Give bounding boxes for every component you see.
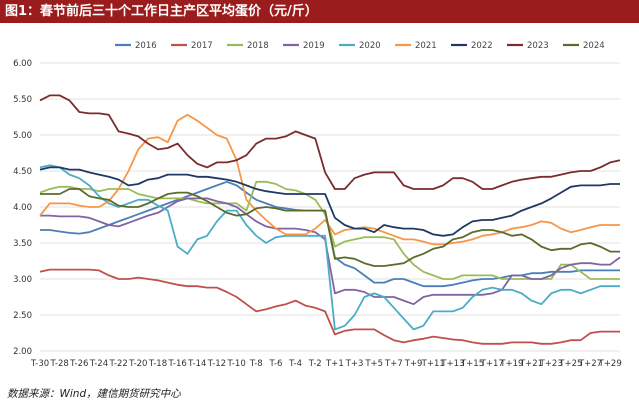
x-tick-label: T+5 bbox=[364, 359, 383, 369]
line-chart: 2.00 2.50 3.00 3.50 4.00 4.50 5.00 5.50 6.00 T-3… bbox=[13, 41, 622, 369]
x-tick-label: T-12 bbox=[207, 359, 226, 369]
legend-label: 2017 bbox=[191, 41, 213, 51]
x-tick-label: T-26 bbox=[69, 359, 88, 369]
legend-label: 2019 bbox=[303, 41, 325, 51]
legend-label: 2023 bbox=[527, 41, 549, 51]
x-tick-label: T+15 bbox=[460, 359, 484, 369]
x-tick-label: T-20 bbox=[128, 359, 147, 369]
legend-label: 2022 bbox=[471, 41, 493, 51]
series-line-2023 bbox=[39, 94, 621, 190]
legend: 2016 2017 2018 2019 2020 2021 2022 2023 2024 bbox=[115, 41, 605, 51]
x-tick-label: T-18 bbox=[148, 359, 167, 369]
x-tick-label: T-14 bbox=[187, 359, 206, 369]
y-tick-label: 5.00 bbox=[13, 131, 32, 141]
legend-label: 2021 bbox=[415, 41, 437, 51]
y-tick-label: 4.50 bbox=[13, 167, 32, 177]
y-tick-label: 2.50 bbox=[13, 311, 32, 321]
x-tick-label: T+23 bbox=[539, 359, 563, 369]
y-tick-label: 6.00 bbox=[13, 59, 32, 69]
legend-label: 2018 bbox=[247, 41, 269, 51]
series-line-2024 bbox=[40, 188, 620, 267]
x-tick-label: T-10 bbox=[226, 359, 245, 369]
x-tick-label: T+1 bbox=[325, 359, 344, 369]
x-tick-label: T-24 bbox=[89, 359, 108, 369]
legend-label: 2020 bbox=[359, 41, 381, 51]
x-tick-label: T+21 bbox=[519, 359, 543, 369]
x-tick-label: T+29 bbox=[598, 359, 622, 369]
y-axis: 2.00 2.50 3.00 3.50 4.00 4.50 5.00 5.50 6.00 bbox=[13, 59, 32, 357]
y-tick-label: 3.50 bbox=[13, 239, 32, 249]
y-tick-label: 2.00 bbox=[13, 347, 32, 357]
x-tick-label: T+13 bbox=[440, 359, 464, 369]
x-tick-label: T+19 bbox=[499, 359, 523, 369]
x-tick-label: T-2 bbox=[308, 359, 322, 369]
series-line-2017 bbox=[39, 268, 620, 345]
y-tick-label: 3.00 bbox=[13, 275, 32, 285]
x-tick-label: T+9 bbox=[404, 359, 423, 369]
x-axis: T-30 T-28 T-26 T-24 T-22 T-20 T-18 T-16 T-14 T-12… bbox=[30, 359, 622, 369]
series-line-2019 bbox=[40, 197, 621, 306]
x-tick-label: T-28 bbox=[50, 359, 69, 369]
series-line-2021 bbox=[39, 113, 620, 246]
x-tick-label: T+27 bbox=[578, 359, 602, 369]
x-tick-label: T+17 bbox=[480, 359, 504, 369]
x-tick-label: T+7 bbox=[384, 359, 403, 369]
x-tick-label: T-16 bbox=[167, 359, 186, 369]
x-tick-label: T-4 bbox=[288, 359, 302, 369]
series-lines bbox=[39, 94, 621, 345]
x-tick-label: T-30 bbox=[30, 359, 49, 369]
series-line-2020 bbox=[39, 164, 620, 331]
y-tick-label: 5.50 bbox=[13, 95, 32, 105]
y-tick-label: 4.00 bbox=[13, 203, 32, 213]
x-tick-label: T+3 bbox=[345, 359, 364, 369]
x-tick-label: T-22 bbox=[108, 359, 127, 369]
x-tick-label: T+25 bbox=[558, 359, 582, 369]
legend-label: 2016 bbox=[135, 41, 157, 51]
x-tick-label: T+11 bbox=[421, 359, 445, 369]
source-note: 数据来源：Wind，建信期货研究中心 bbox=[7, 388, 181, 400]
chart-title: 图1：春节前后三十个工作日主产区平均蛋价（元/斤） bbox=[0, 0, 639, 23]
x-tick-label: T-8 bbox=[249, 359, 263, 369]
x-tick-label: T-6 bbox=[268, 359, 282, 369]
legend-label: 2024 bbox=[583, 41, 605, 51]
series-line-2022 bbox=[39, 166, 620, 237]
